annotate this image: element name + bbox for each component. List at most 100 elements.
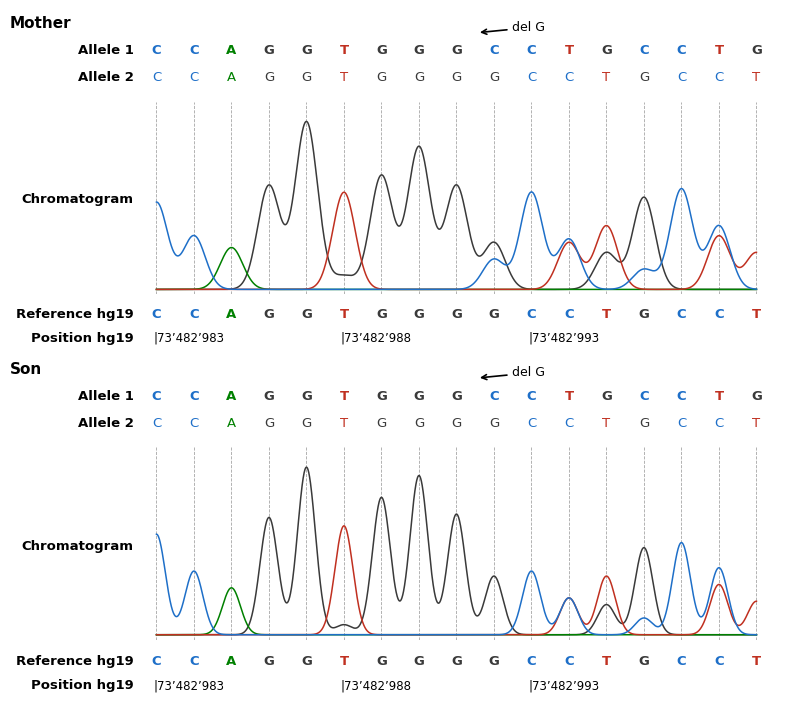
Text: G: G bbox=[451, 655, 462, 668]
Text: G: G bbox=[264, 390, 275, 403]
Text: G: G bbox=[264, 655, 275, 668]
Text: C: C bbox=[677, 655, 686, 668]
Text: Reference hg19: Reference hg19 bbox=[16, 655, 134, 668]
Text: G: G bbox=[301, 44, 312, 57]
Text: G: G bbox=[376, 71, 386, 84]
Text: C: C bbox=[527, 417, 536, 430]
Text: Reference hg19: Reference hg19 bbox=[16, 308, 134, 321]
Text: G: G bbox=[751, 44, 762, 57]
Text: Chromatogram: Chromatogram bbox=[22, 540, 134, 553]
Text: G: G bbox=[451, 417, 462, 430]
Text: T: T bbox=[602, 71, 611, 84]
Text: C: C bbox=[152, 417, 161, 430]
Text: Allele 1: Allele 1 bbox=[78, 44, 134, 57]
Text: G: G bbox=[601, 390, 611, 403]
Text: C: C bbox=[639, 390, 648, 403]
Text: C: C bbox=[490, 44, 499, 57]
Text: C: C bbox=[152, 655, 161, 668]
Text: C: C bbox=[639, 44, 648, 57]
Text: del G: del G bbox=[482, 21, 545, 34]
Text: Allele 1: Allele 1 bbox=[78, 390, 134, 403]
Text: C: C bbox=[677, 417, 686, 430]
Text: G: G bbox=[414, 71, 424, 84]
Text: T: T bbox=[339, 44, 349, 57]
Text: G: G bbox=[376, 417, 386, 430]
Text: G: G bbox=[413, 655, 424, 668]
Text: C: C bbox=[564, 417, 574, 430]
Text: G: G bbox=[301, 390, 312, 403]
Text: |73’482’993: |73’482’993 bbox=[528, 332, 600, 345]
Text: C: C bbox=[152, 71, 161, 84]
Text: G: G bbox=[451, 390, 462, 403]
Text: G: G bbox=[639, 71, 649, 84]
Text: |73’482’993: |73’482’993 bbox=[528, 679, 600, 692]
Text: T: T bbox=[752, 71, 760, 84]
Text: C: C bbox=[189, 44, 199, 57]
Text: G: G bbox=[489, 417, 499, 430]
Text: C: C bbox=[189, 655, 199, 668]
Text: C: C bbox=[564, 71, 574, 84]
Text: C: C bbox=[564, 655, 574, 668]
Text: G: G bbox=[489, 655, 500, 668]
Text: Position hg19: Position hg19 bbox=[31, 332, 134, 345]
Text: G: G bbox=[301, 655, 312, 668]
Text: T: T bbox=[602, 655, 611, 668]
Text: C: C bbox=[527, 655, 536, 668]
Text: T: T bbox=[340, 417, 348, 430]
Text: C: C bbox=[714, 308, 724, 321]
Text: G: G bbox=[489, 308, 500, 321]
Text: G: G bbox=[638, 308, 649, 321]
Text: G: G bbox=[301, 71, 312, 84]
Text: C: C bbox=[527, 390, 536, 403]
Text: |73’482’988: |73’482’988 bbox=[341, 679, 412, 692]
Text: G: G bbox=[413, 44, 424, 57]
Text: Son: Son bbox=[9, 362, 42, 377]
Text: G: G bbox=[489, 71, 499, 84]
Text: G: G bbox=[376, 390, 387, 403]
Text: G: G bbox=[638, 655, 649, 668]
Text: C: C bbox=[527, 44, 536, 57]
Text: A: A bbox=[227, 655, 237, 668]
Text: C: C bbox=[677, 71, 686, 84]
Text: G: G bbox=[264, 44, 275, 57]
Text: A: A bbox=[227, 308, 237, 321]
Text: G: G bbox=[376, 655, 387, 668]
Text: C: C bbox=[677, 44, 686, 57]
Text: A: A bbox=[227, 390, 237, 403]
Text: C: C bbox=[490, 390, 499, 403]
Text: T: T bbox=[339, 390, 349, 403]
Text: T: T bbox=[340, 71, 348, 84]
Text: G: G bbox=[601, 44, 611, 57]
Text: C: C bbox=[677, 390, 686, 403]
Text: G: G bbox=[451, 71, 462, 84]
Text: |73’482’983: |73’482’983 bbox=[153, 679, 224, 692]
Text: C: C bbox=[564, 308, 574, 321]
Text: C: C bbox=[152, 44, 161, 57]
Text: T: T bbox=[752, 308, 761, 321]
Text: T: T bbox=[564, 390, 574, 403]
Text: C: C bbox=[714, 655, 724, 668]
Text: C: C bbox=[527, 71, 536, 84]
Text: T: T bbox=[752, 655, 761, 668]
Text: T: T bbox=[339, 308, 349, 321]
Text: Position hg19: Position hg19 bbox=[31, 679, 134, 692]
Text: C: C bbox=[677, 308, 686, 321]
Text: T: T bbox=[602, 308, 611, 321]
Text: G: G bbox=[264, 308, 275, 321]
Text: G: G bbox=[451, 308, 462, 321]
Text: C: C bbox=[189, 308, 199, 321]
Text: C: C bbox=[527, 308, 536, 321]
Text: G: G bbox=[301, 417, 312, 430]
Text: T: T bbox=[715, 44, 723, 57]
Text: T: T bbox=[715, 390, 723, 403]
Text: C: C bbox=[715, 417, 723, 430]
Text: A: A bbox=[227, 44, 237, 57]
Text: T: T bbox=[602, 417, 611, 430]
Text: C: C bbox=[189, 390, 199, 403]
Text: G: G bbox=[639, 417, 649, 430]
Text: C: C bbox=[152, 308, 161, 321]
Text: G: G bbox=[301, 308, 312, 321]
Text: C: C bbox=[190, 417, 198, 430]
Text: G: G bbox=[376, 308, 387, 321]
Text: G: G bbox=[264, 417, 274, 430]
